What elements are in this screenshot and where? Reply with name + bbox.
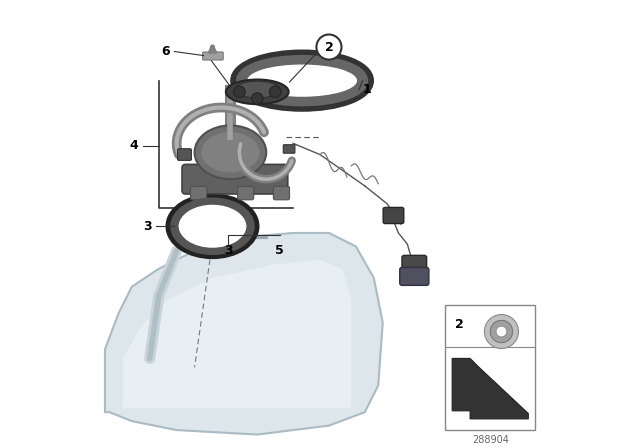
Text: 2: 2 [324, 40, 333, 54]
FancyBboxPatch shape [400, 267, 429, 285]
FancyBboxPatch shape [383, 207, 404, 224]
Ellipse shape [195, 125, 266, 179]
Text: 4: 4 [130, 139, 138, 152]
Text: 1: 1 [362, 83, 371, 96]
Ellipse shape [247, 65, 357, 97]
Polygon shape [123, 260, 351, 408]
Text: 288904: 288904 [472, 435, 509, 445]
Ellipse shape [235, 81, 280, 98]
Circle shape [234, 86, 245, 98]
Polygon shape [452, 358, 529, 419]
Circle shape [496, 326, 507, 337]
FancyBboxPatch shape [191, 186, 207, 200]
FancyBboxPatch shape [182, 164, 288, 194]
Text: 5: 5 [275, 244, 284, 258]
Bar [445, 305, 535, 430]
Circle shape [484, 314, 518, 349]
Ellipse shape [226, 80, 289, 104]
Circle shape [252, 93, 263, 104]
FancyBboxPatch shape [203, 52, 223, 60]
FancyBboxPatch shape [273, 186, 289, 200]
Circle shape [269, 86, 281, 98]
Circle shape [316, 34, 342, 60]
FancyBboxPatch shape [402, 255, 427, 273]
Text: 6: 6 [161, 45, 170, 58]
Ellipse shape [202, 132, 260, 172]
Circle shape [490, 320, 513, 343]
Text: 3: 3 [224, 244, 232, 258]
Text: 2: 2 [454, 318, 463, 332]
FancyBboxPatch shape [237, 186, 253, 200]
Ellipse shape [179, 205, 246, 248]
Polygon shape [206, 52, 220, 59]
FancyBboxPatch shape [177, 149, 191, 160]
Text: 3: 3 [143, 220, 152, 233]
FancyBboxPatch shape [284, 145, 295, 153]
Polygon shape [105, 233, 383, 435]
